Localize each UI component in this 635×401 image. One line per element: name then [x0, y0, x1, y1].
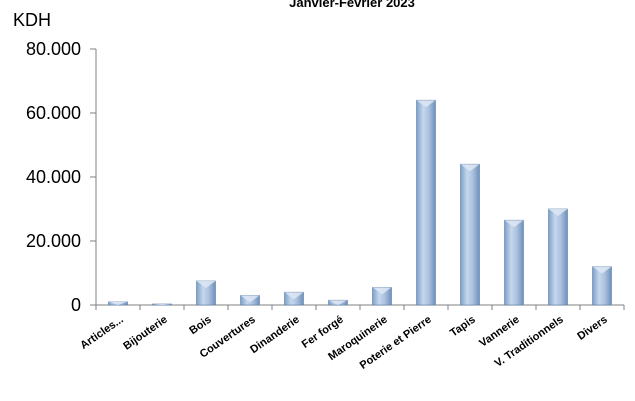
y-tick-label: 20.000: [26, 231, 81, 251]
bar-cap: [592, 266, 612, 274]
x-tick-label: Bijouterie: [121, 314, 169, 353]
bar-cap: [416, 100, 436, 108]
bar-cap: [284, 292, 304, 300]
bar-body: [548, 208, 568, 306]
bar: [328, 299, 348, 306]
bar-cap: [460, 164, 480, 172]
x-tick-label: Bois: [187, 314, 213, 338]
bar-body: [416, 99, 436, 306]
bar-body: [460, 163, 480, 306]
y-axis: 0 20.000 40.000 60.000 80.000: [26, 39, 97, 315]
bar-cap: [328, 300, 348, 305]
bar: [416, 99, 436, 306]
bar: [240, 295, 260, 306]
x-tick-labels: Articles...Bijouterie BoisCouverturesDina…: [78, 314, 609, 372]
x-tick-label: Divers: [575, 314, 609, 343]
bar: [108, 301, 128, 306]
bar-cap: [372, 287, 392, 295]
bar-cap: [108, 301, 128, 305]
bar: [284, 291, 304, 306]
bar: [504, 219, 524, 306]
bar: [548, 208, 568, 306]
x-axis: [95, 304, 625, 310]
bar-cap: [196, 281, 216, 288]
x-tick-label: Articles...: [78, 314, 125, 352]
y-tick-label: 60.000: [26, 103, 81, 123]
bar: [460, 163, 480, 306]
bar-cap: [504, 220, 524, 228]
y-axis-unit-label: KDH: [13, 10, 51, 30]
bar-cap: [240, 295, 260, 303]
y-tick-label: 80.000: [26, 39, 81, 59]
y-tick-label: 0: [71, 295, 81, 315]
bar-cap: [152, 304, 172, 305]
bar-body: [504, 219, 524, 306]
bars-group: [108, 99, 612, 306]
bar: [196, 280, 216, 306]
x-tick-label: Tapis: [448, 314, 478, 340]
bar: [592, 266, 612, 306]
bar: [372, 287, 392, 306]
x-tick-label: Dinanderie: [248, 314, 301, 356]
y-tick-label: 40.000: [26, 167, 81, 187]
chart-title: Janvier-Fevrier 2023: [289, 0, 415, 10]
bar-cap: [548, 209, 568, 216]
bar: [152, 303, 172, 306]
